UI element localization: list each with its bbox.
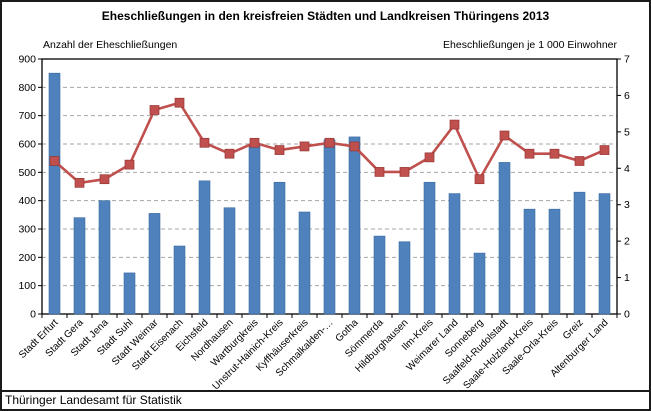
line-marker xyxy=(299,141,310,152)
bar xyxy=(573,191,586,315)
bar xyxy=(273,181,286,315)
right-axis-tick-label: 6 xyxy=(624,90,630,102)
line-marker xyxy=(399,167,410,177)
line-marker xyxy=(224,148,235,159)
right-axis-title: Eheschließungen je 1 000 Einwohner xyxy=(443,39,617,51)
left-axis-tick-label: 300 xyxy=(18,224,36,236)
bar xyxy=(173,245,186,315)
line-marker xyxy=(599,145,610,155)
line-marker xyxy=(174,97,185,108)
line-marker xyxy=(49,156,60,166)
line-marker xyxy=(524,148,535,159)
line-marker xyxy=(199,137,210,148)
left-axis-tick-label: 0 xyxy=(30,309,36,321)
left-axis-tick-label: 500 xyxy=(18,167,36,179)
line-marker xyxy=(549,148,560,159)
line-marker xyxy=(424,152,435,163)
chart-title: Eheschließungen in den kreisfreien Städt… xyxy=(101,9,550,23)
bar xyxy=(248,143,261,315)
right-axis-tick-label: 0 xyxy=(624,309,630,321)
left-axis-tick-label: 700 xyxy=(18,110,36,122)
left-axis-tick-label: 200 xyxy=(18,252,36,264)
line-marker xyxy=(574,156,585,166)
line-marker xyxy=(349,141,360,152)
left-axis-tick-label: 600 xyxy=(18,139,36,151)
line-marker xyxy=(374,167,385,177)
line-marker xyxy=(449,119,460,130)
left-axis-title: Anzahl der Eheschließungen xyxy=(43,39,178,51)
right-axis-tick-label: 7 xyxy=(624,54,630,66)
line-marker xyxy=(274,145,285,155)
bar xyxy=(448,193,461,315)
bar xyxy=(548,208,561,315)
line-marker xyxy=(324,137,335,148)
bar xyxy=(473,252,486,315)
bar xyxy=(73,217,86,315)
right-axis-tick-label: 5 xyxy=(624,126,630,138)
right-axis-tick-label: 3 xyxy=(624,199,630,211)
line-marker xyxy=(74,178,85,188)
bar xyxy=(323,139,336,315)
bar xyxy=(348,136,361,315)
right-axis-tick-label: 1 xyxy=(624,272,630,284)
bar xyxy=(298,211,311,315)
bar xyxy=(398,241,411,315)
right-axis-tick-label: 4 xyxy=(624,163,630,175)
bar xyxy=(198,180,211,315)
line-marker xyxy=(99,174,110,185)
bar xyxy=(423,181,436,315)
right-axis-tick-label: 2 xyxy=(624,236,630,248)
bar xyxy=(98,200,111,315)
footer-source: Thüringer Landesamt für Statistik xyxy=(2,390,649,409)
bar xyxy=(598,193,611,315)
bar xyxy=(48,72,61,315)
line-marker xyxy=(249,137,260,148)
left-axis-tick-label: 400 xyxy=(18,195,36,207)
bar xyxy=(523,208,536,315)
bar xyxy=(498,162,511,315)
left-axis-tick-label: 800 xyxy=(18,82,36,94)
bar xyxy=(223,207,236,315)
left-axis-tick-label: 900 xyxy=(18,54,36,66)
line-marker xyxy=(499,130,510,141)
bar xyxy=(373,235,386,315)
line-marker xyxy=(124,159,135,170)
left-axis-tick-label: 100 xyxy=(18,280,36,292)
bar xyxy=(148,213,161,315)
line-marker xyxy=(149,105,160,115)
bar xyxy=(123,272,136,315)
line-marker xyxy=(474,174,485,185)
